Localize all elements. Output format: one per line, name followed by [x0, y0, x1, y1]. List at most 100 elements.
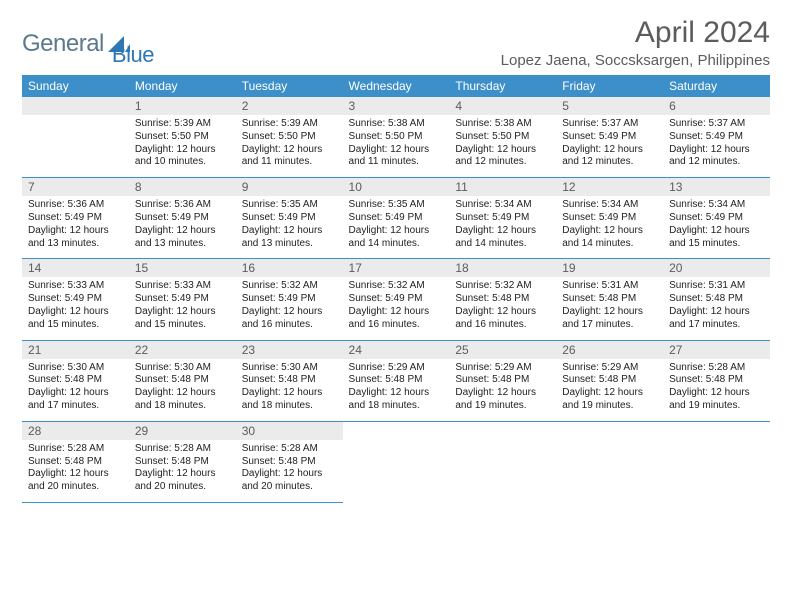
day-body: Sunrise: 5:31 AMSunset: 5:48 PMDaylight:…: [556, 277, 663, 339]
day-body: Sunrise: 5:28 AMSunset: 5:48 PMDaylight:…: [236, 440, 343, 502]
weekday-header: Friday: [556, 75, 663, 97]
sunrise-text: Sunrise: 5:29 AM: [455, 362, 550, 375]
day-number: 9: [236, 178, 343, 196]
day-body: Sunrise: 5:34 AMSunset: 5:49 PMDaylight:…: [663, 196, 770, 258]
month-title: April 2024: [501, 16, 770, 50]
sunset-text: Sunset: 5:48 PM: [242, 374, 337, 387]
sunset-text: Sunset: 5:48 PM: [455, 293, 550, 306]
daylight-text-1: Daylight: 12 hours: [562, 225, 657, 238]
daylight-text-1: Daylight: 12 hours: [562, 306, 657, 319]
sunrise-text: Sunrise: 5:35 AM: [242, 199, 337, 212]
calendar-day-cell: 20Sunrise: 5:31 AMSunset: 5:48 PMDayligh…: [663, 259, 770, 340]
calendar-week-row: 1Sunrise: 5:39 AMSunset: 5:50 PMDaylight…: [22, 97, 770, 178]
daylight-text-2: and 17 minutes.: [28, 400, 123, 413]
daylight-text-1: Daylight: 12 hours: [28, 387, 123, 400]
calendar-day-cell: 17Sunrise: 5:32 AMSunset: 5:49 PMDayligh…: [343, 259, 450, 340]
daylight-text-2: and 11 minutes.: [242, 156, 337, 169]
day-number: 16: [236, 259, 343, 277]
daylight-text-1: Daylight: 12 hours: [562, 144, 657, 157]
sunset-text: Sunset: 5:49 PM: [242, 212, 337, 225]
day-number: 25: [449, 341, 556, 359]
sunrise-text: Sunrise: 5:29 AM: [349, 362, 444, 375]
day-body: Sunrise: 5:29 AMSunset: 5:48 PMDaylight:…: [343, 359, 450, 421]
day-body: Sunrise: 5:35 AMSunset: 5:49 PMDaylight:…: [236, 196, 343, 258]
day-number: 8: [129, 178, 236, 196]
brand-part2: Blue: [112, 42, 154, 68]
sunrise-text: Sunrise: 5:31 AM: [562, 280, 657, 293]
daylight-text-1: Daylight: 12 hours: [242, 387, 337, 400]
day-number: 24: [343, 341, 450, 359]
day-number: 29: [129, 422, 236, 440]
daylight-text-2: and 20 minutes.: [28, 481, 123, 494]
day-body: Sunrise: 5:36 AMSunset: 5:49 PMDaylight:…: [22, 196, 129, 258]
sunset-text: Sunset: 5:48 PM: [28, 456, 123, 469]
sunset-text: Sunset: 5:48 PM: [562, 293, 657, 306]
daylight-text-2: and 19 minutes.: [562, 400, 657, 413]
daylight-text-2: and 14 minutes.: [562, 238, 657, 251]
calendar-day-cell: 5Sunrise: 5:37 AMSunset: 5:49 PMDaylight…: [556, 97, 663, 178]
daylight-text-2: and 18 minutes.: [135, 400, 230, 413]
day-body: Sunrise: 5:36 AMSunset: 5:49 PMDaylight:…: [129, 196, 236, 258]
calendar-day-cell: 24Sunrise: 5:29 AMSunset: 5:48 PMDayligh…: [343, 340, 450, 421]
calendar-table: Sunday Monday Tuesday Wednesday Thursday…: [22, 75, 770, 503]
sunset-text: Sunset: 5:49 PM: [242, 293, 337, 306]
calendar-day-cell: 30Sunrise: 5:28 AMSunset: 5:48 PMDayligh…: [236, 421, 343, 502]
calendar-day-cell: 26Sunrise: 5:29 AMSunset: 5:48 PMDayligh…: [556, 340, 663, 421]
daylight-text-1: Daylight: 12 hours: [562, 387, 657, 400]
day-number-empty: [22, 97, 129, 115]
sunset-text: Sunset: 5:49 PM: [562, 212, 657, 225]
day-body: Sunrise: 5:37 AMSunset: 5:49 PMDaylight:…: [663, 115, 770, 177]
day-number: 7: [22, 178, 129, 196]
daylight-text-1: Daylight: 12 hours: [669, 387, 764, 400]
daylight-text-2: and 19 minutes.: [455, 400, 550, 413]
calendar-day-cell: 23Sunrise: 5:30 AMSunset: 5:48 PMDayligh…: [236, 340, 343, 421]
sunset-text: Sunset: 5:49 PM: [669, 131, 764, 144]
sunset-text: Sunset: 5:49 PM: [455, 212, 550, 225]
sunset-text: Sunset: 5:50 PM: [455, 131, 550, 144]
daylight-text-1: Daylight: 12 hours: [28, 468, 123, 481]
calendar-head: Sunday Monday Tuesday Wednesday Thursday…: [22, 75, 770, 97]
daylight-text-1: Daylight: 12 hours: [349, 144, 444, 157]
sunset-text: Sunset: 5:48 PM: [28, 374, 123, 387]
sunrise-text: Sunrise: 5:28 AM: [669, 362, 764, 375]
calendar-day-cell: 1Sunrise: 5:39 AMSunset: 5:50 PMDaylight…: [129, 97, 236, 178]
daylight-text-2: and 13 minutes.: [28, 238, 123, 251]
day-body: Sunrise: 5:28 AMSunset: 5:48 PMDaylight:…: [663, 359, 770, 421]
daylight-text-1: Daylight: 12 hours: [135, 144, 230, 157]
daylight-text-1: Daylight: 12 hours: [349, 306, 444, 319]
calendar-day-cell: 25Sunrise: 5:29 AMSunset: 5:48 PMDayligh…: [449, 340, 556, 421]
sunrise-text: Sunrise: 5:32 AM: [242, 280, 337, 293]
day-body: Sunrise: 5:38 AMSunset: 5:50 PMDaylight:…: [343, 115, 450, 177]
sunrise-text: Sunrise: 5:33 AM: [28, 280, 123, 293]
day-body: Sunrise: 5:30 AMSunset: 5:48 PMDaylight:…: [236, 359, 343, 421]
sunset-text: Sunset: 5:48 PM: [349, 374, 444, 387]
daylight-text-2: and 17 minutes.: [562, 319, 657, 332]
day-body: Sunrise: 5:34 AMSunset: 5:49 PMDaylight:…: [556, 196, 663, 258]
day-number: 23: [236, 341, 343, 359]
daylight-text-1: Daylight: 12 hours: [669, 306, 764, 319]
daylight-text-2: and 11 minutes.: [349, 156, 444, 169]
sunrise-text: Sunrise: 5:30 AM: [242, 362, 337, 375]
day-number: 13: [663, 178, 770, 196]
daylight-text-2: and 13 minutes.: [135, 238, 230, 251]
day-body: Sunrise: 5:28 AMSunset: 5:48 PMDaylight:…: [129, 440, 236, 502]
calendar-day-cell: 29Sunrise: 5:28 AMSunset: 5:48 PMDayligh…: [129, 421, 236, 502]
sunset-text: Sunset: 5:50 PM: [242, 131, 337, 144]
sunset-text: Sunset: 5:49 PM: [562, 131, 657, 144]
sunset-text: Sunset: 5:48 PM: [669, 374, 764, 387]
location-text: Lopez Jaena, Soccsksargen, Philippines: [501, 52, 770, 69]
daylight-text-2: and 17 minutes.: [669, 319, 764, 332]
calendar-day-cell: 9Sunrise: 5:35 AMSunset: 5:49 PMDaylight…: [236, 178, 343, 259]
daylight-text-1: Daylight: 12 hours: [242, 468, 337, 481]
day-body: Sunrise: 5:39 AMSunset: 5:50 PMDaylight:…: [236, 115, 343, 177]
sunset-text: Sunset: 5:49 PM: [28, 293, 123, 306]
sunset-text: Sunset: 5:49 PM: [135, 212, 230, 225]
day-number: 21: [22, 341, 129, 359]
daylight-text-1: Daylight: 12 hours: [242, 144, 337, 157]
sunrise-text: Sunrise: 5:34 AM: [455, 199, 550, 212]
weekday-header: Thursday: [449, 75, 556, 97]
daylight-text-1: Daylight: 12 hours: [349, 225, 444, 238]
day-number: 10: [343, 178, 450, 196]
daylight-text-2: and 12 minutes.: [455, 156, 550, 169]
day-body: Sunrise: 5:30 AMSunset: 5:48 PMDaylight:…: [22, 359, 129, 421]
